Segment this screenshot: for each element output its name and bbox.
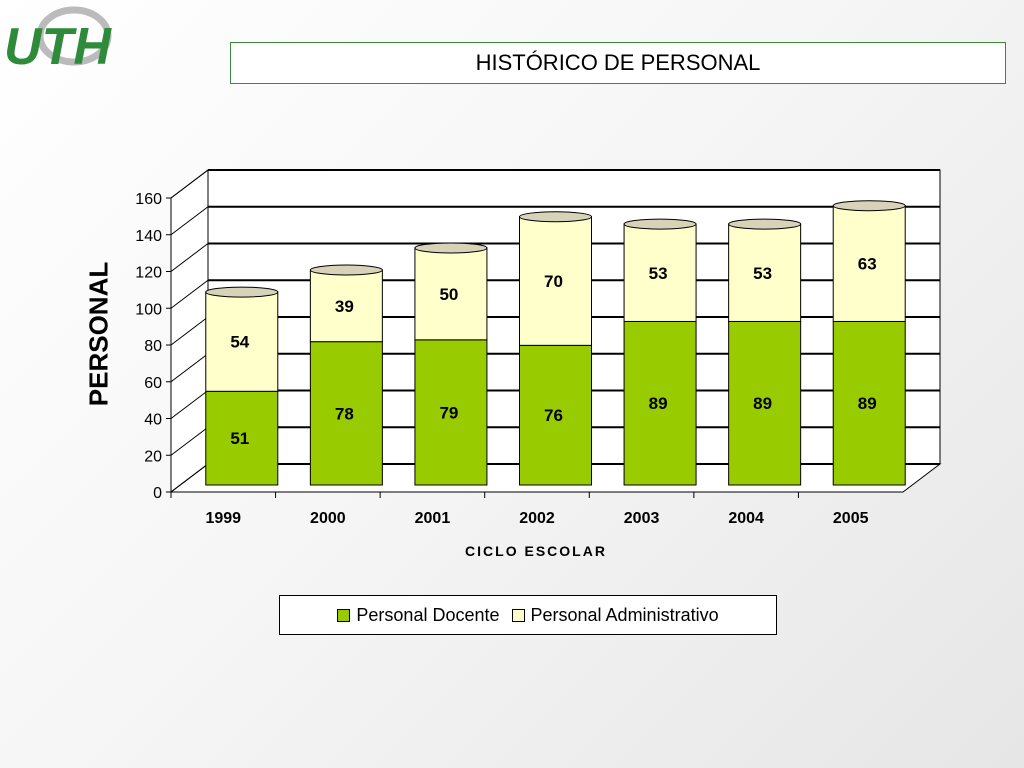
x-tick-label: 2005 bbox=[833, 510, 869, 527]
bar-administrativo bbox=[728, 223, 802, 322]
x-axis-label: CICLO ESCOLAR bbox=[465, 543, 607, 559]
bar-administrativo bbox=[519, 216, 592, 346]
gridline-side bbox=[170, 169, 209, 199]
gridline-side bbox=[170, 279, 209, 309]
bar-administrativo bbox=[309, 269, 383, 343]
bar-administrativo bbox=[623, 223, 697, 322]
x-tick-label: 2004 bbox=[728, 510, 764, 527]
legend-swatch-administrativo bbox=[511, 608, 525, 622]
data-label-docente: 89 bbox=[858, 394, 877, 413]
legend-item-docente: Personal Docente bbox=[337, 604, 500, 626]
gridline-side bbox=[170, 390, 209, 419]
y-tick-label: 160 bbox=[135, 191, 162, 208]
bar-top-cap bbox=[205, 286, 279, 298]
x-tick-label: 2000 bbox=[310, 510, 346, 527]
y-tick-label: 140 bbox=[135, 228, 162, 245]
data-label-administrativo: 39 bbox=[335, 297, 354, 316]
y-tick-label: 80 bbox=[144, 338, 162, 355]
page-title: HISTÓRICO DE PERSONAL bbox=[230, 42, 1006, 84]
x-tick-label: 1999 bbox=[205, 510, 241, 527]
gridline-side bbox=[170, 426, 209, 456]
bar-top-cap bbox=[832, 200, 906, 212]
bar-top-cap bbox=[414, 242, 488, 254]
bar-docente bbox=[205, 390, 279, 486]
data-label-docente: 89 bbox=[753, 394, 772, 413]
bar-top-cap bbox=[519, 211, 592, 223]
bar-docente bbox=[623, 320, 697, 486]
y-axis-label: PERSONAL bbox=[83, 261, 114, 407]
legend-label-docente: Personal Docente bbox=[356, 604, 500, 625]
y-tick-label: 40 bbox=[144, 412, 162, 429]
bar-administrativo bbox=[414, 247, 488, 341]
y-tick-label: 120 bbox=[135, 265, 162, 282]
legend-swatch-docente bbox=[337, 608, 351, 622]
gridline-side bbox=[170, 353, 209, 383]
gridline-side bbox=[170, 243, 209, 272]
data-label-administrativo: 50 bbox=[439, 285, 458, 304]
y-tick-label: 100 bbox=[135, 301, 162, 318]
x-tick-label: 2001 bbox=[415, 510, 451, 527]
data-label-docente: 51 bbox=[230, 429, 249, 448]
data-label-administrativo: 70 bbox=[544, 272, 563, 291]
bar-top-cap bbox=[623, 218, 697, 230]
bar-administrativo bbox=[205, 291, 279, 392]
y-tick-label: 0 bbox=[153, 485, 162, 502]
data-label-docente: 76 bbox=[544, 406, 563, 425]
legend-item-administrativo: Personal Administrativo bbox=[511, 604, 719, 626]
bar-docente bbox=[309, 341, 383, 486]
bar-top-cap bbox=[309, 264, 383, 276]
gridline-side bbox=[170, 206, 209, 236]
data-label-docente: 89 bbox=[649, 394, 668, 413]
bar-docente bbox=[832, 320, 906, 486]
chart-legend: Personal Docente Personal Administrativo bbox=[279, 595, 777, 635]
bar-top-cap bbox=[728, 218, 802, 230]
bar-administrativo bbox=[832, 205, 906, 322]
bar-docente bbox=[519, 344, 592, 486]
uth-logo: UTH bbox=[4, 6, 112, 76]
y-tick-label: 60 bbox=[144, 375, 162, 392]
x-tick-label: 2003 bbox=[624, 510, 660, 527]
data-label-administrativo: 53 bbox=[649, 264, 668, 283]
data-label-docente: 78 bbox=[335, 404, 354, 423]
bar-docente bbox=[414, 339, 488, 486]
data-label-administrativo: 54 bbox=[230, 333, 249, 352]
legend-label-administrativo: Personal Administrativo bbox=[530, 604, 719, 625]
data-label-administrativo: 63 bbox=[858, 255, 877, 274]
logo-text: UTH bbox=[4, 18, 112, 76]
data-label-docente: 79 bbox=[439, 403, 458, 422]
gridline-side bbox=[170, 316, 209, 346]
bar-docente bbox=[728, 320, 802, 486]
gridline-side bbox=[170, 463, 209, 493]
y-tick-label: 20 bbox=[144, 448, 162, 465]
x-tick-label: 2002 bbox=[519, 510, 555, 527]
data-label-administrativo: 53 bbox=[753, 264, 772, 283]
